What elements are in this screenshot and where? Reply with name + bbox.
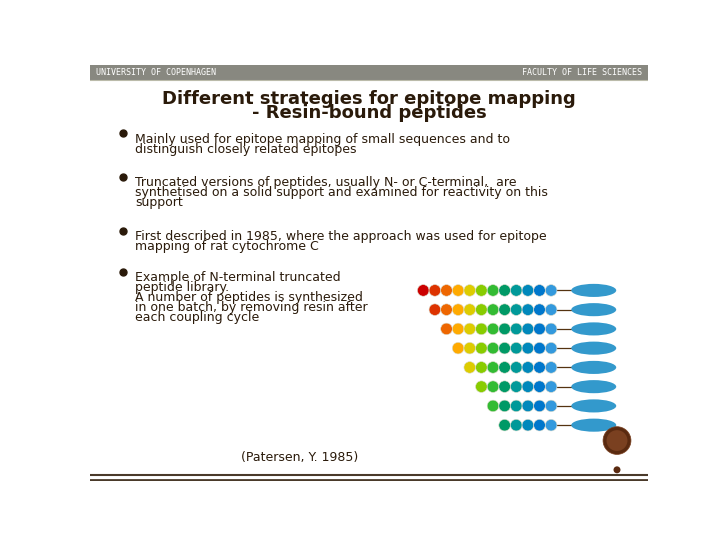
Circle shape (499, 342, 510, 354)
Circle shape (510, 342, 522, 354)
Circle shape (487, 323, 499, 335)
Circle shape (522, 420, 534, 431)
Circle shape (476, 323, 487, 335)
Ellipse shape (571, 361, 616, 374)
Circle shape (606, 430, 627, 451)
Ellipse shape (571, 342, 616, 355)
Circle shape (545, 342, 557, 354)
Circle shape (487, 400, 499, 411)
Circle shape (510, 400, 522, 411)
Circle shape (534, 381, 545, 393)
Text: (Patersen, Y. 1985): (Patersen, Y. 1985) (240, 451, 358, 464)
Text: each coupling cycle: each coupling cycle (135, 311, 259, 324)
Ellipse shape (571, 380, 616, 393)
Circle shape (522, 323, 534, 335)
Circle shape (476, 362, 487, 373)
Circle shape (510, 285, 522, 296)
Circle shape (534, 304, 545, 315)
Circle shape (476, 285, 487, 296)
Circle shape (613, 467, 621, 473)
Circle shape (464, 323, 476, 335)
Text: - Resin-bound peptides: - Resin-bound peptides (251, 104, 487, 122)
Ellipse shape (571, 322, 616, 335)
Circle shape (464, 304, 476, 315)
Circle shape (487, 304, 499, 315)
Ellipse shape (571, 418, 616, 431)
Circle shape (534, 420, 545, 431)
Text: FACULTY OF LIFE SCIENCES: FACULTY OF LIFE SCIENCES (522, 68, 642, 77)
Circle shape (522, 285, 534, 296)
Circle shape (452, 285, 464, 296)
Text: in one batch, by removing resin after: in one batch, by removing resin after (135, 301, 368, 314)
Circle shape (534, 342, 545, 354)
Text: peptide library.: peptide library. (135, 281, 229, 294)
Circle shape (510, 362, 522, 373)
Text: A number of peptides is synthesized: A number of peptides is synthesized (135, 291, 363, 304)
Bar (90, 65, 648, 80)
Circle shape (476, 304, 487, 315)
Circle shape (522, 381, 534, 393)
Circle shape (452, 323, 464, 335)
Text: synthetised on a solid support and examined for reactivity on this: synthetised on a solid support and exami… (135, 186, 548, 199)
Circle shape (487, 342, 499, 354)
Text: distinguish closely related epitopes: distinguish closely related epitopes (135, 143, 356, 156)
Circle shape (418, 285, 429, 296)
Circle shape (545, 285, 557, 296)
Circle shape (534, 400, 545, 411)
Circle shape (487, 381, 499, 393)
Text: Example of N-terminal truncated: Example of N-terminal truncated (135, 271, 341, 284)
Circle shape (441, 323, 452, 335)
Circle shape (476, 381, 487, 393)
Circle shape (441, 304, 452, 315)
Circle shape (545, 420, 557, 431)
Ellipse shape (571, 303, 616, 316)
Circle shape (429, 304, 441, 315)
Text: support: support (135, 197, 183, 210)
Circle shape (545, 381, 557, 393)
Circle shape (603, 427, 631, 455)
Circle shape (534, 285, 545, 296)
Circle shape (510, 304, 522, 315)
Circle shape (510, 381, 522, 393)
Circle shape (464, 342, 476, 354)
Circle shape (499, 304, 510, 315)
Circle shape (534, 323, 545, 335)
Circle shape (429, 285, 441, 296)
Circle shape (476, 342, 487, 354)
Circle shape (452, 304, 464, 315)
Circle shape (452, 342, 464, 354)
Circle shape (545, 323, 557, 335)
Circle shape (522, 304, 534, 315)
Circle shape (522, 362, 534, 373)
Ellipse shape (571, 284, 616, 297)
Circle shape (487, 285, 499, 296)
Circle shape (441, 285, 452, 296)
Text: Truncated versions of peptides, usually N- or C-terminal,  are: Truncated versions of peptides, usually … (135, 177, 516, 190)
Circle shape (499, 323, 510, 335)
Circle shape (522, 400, 534, 411)
Circle shape (510, 323, 522, 335)
Ellipse shape (571, 400, 616, 413)
Text: Mainly used for epitope mapping of small sequences and to: Mainly used for epitope mapping of small… (135, 132, 510, 146)
Circle shape (499, 381, 510, 393)
Circle shape (499, 285, 510, 296)
Circle shape (545, 400, 557, 411)
Circle shape (499, 400, 510, 411)
Circle shape (499, 362, 510, 373)
Text: mapping of rat cytochrome C: mapping of rat cytochrome C (135, 240, 319, 253)
Circle shape (464, 285, 476, 296)
Circle shape (510, 420, 522, 431)
Circle shape (545, 304, 557, 315)
Circle shape (534, 362, 545, 373)
Text: Different strategies for epitope mapping: Different strategies for epitope mapping (162, 90, 576, 109)
Circle shape (487, 362, 499, 373)
Text: UNIVERSITY OF COPENHAGEN: UNIVERSITY OF COPENHAGEN (96, 68, 216, 77)
Text: First described in 1985, where the approach was used for epitope: First described in 1985, where the appro… (135, 231, 546, 244)
Circle shape (522, 342, 534, 354)
Circle shape (464, 362, 476, 373)
Circle shape (499, 420, 510, 431)
Circle shape (545, 362, 557, 373)
